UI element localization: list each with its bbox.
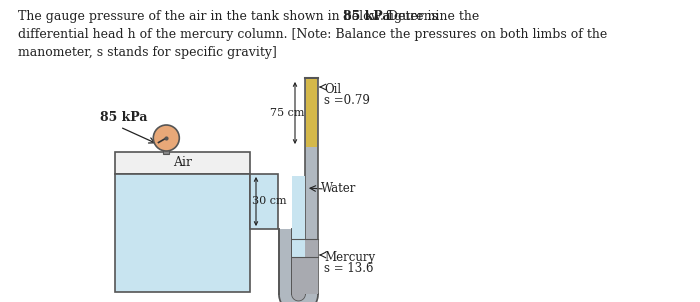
Bar (115, 174, 250, 292)
Bar (292, 257, 305, 294)
Text: Oil: Oil (324, 83, 341, 96)
Text: . Determine the: . Determine the (380, 10, 480, 23)
Bar (250, 174, 278, 229)
Text: Air: Air (173, 156, 192, 169)
Text: differential head h of the mercury column. [Note: Balance the pressures on both : differential head h of the mercury colum… (18, 28, 608, 41)
Bar (115, 152, 250, 174)
Bar (163, 148, 169, 154)
Text: Water: Water (321, 182, 356, 195)
Text: s =0.79: s =0.79 (324, 94, 370, 107)
Text: 75 cm: 75 cm (270, 108, 304, 118)
Bar (306, 79, 317, 147)
Polygon shape (292, 294, 305, 300)
Text: manometer, s stands for specific gravity]: manometer, s stands for specific gravity… (18, 46, 277, 59)
Polygon shape (279, 294, 318, 302)
Circle shape (153, 125, 179, 151)
Bar (292, 176, 305, 257)
Text: 85 kPa: 85 kPa (343, 10, 391, 23)
Text: Mercury: Mercury (324, 251, 375, 264)
Text: The gauge pressure of the air in the tank shown in below figure is: The gauge pressure of the air in the tan… (18, 10, 442, 23)
Text: h: h (300, 242, 309, 255)
Bar (305, 78, 318, 294)
Bar (305, 239, 318, 294)
Text: s = 13.6: s = 13.6 (324, 262, 374, 275)
Text: 30 cm: 30 cm (252, 197, 286, 207)
Bar (279, 229, 292, 294)
Text: 85 kPa: 85 kPa (100, 111, 148, 124)
